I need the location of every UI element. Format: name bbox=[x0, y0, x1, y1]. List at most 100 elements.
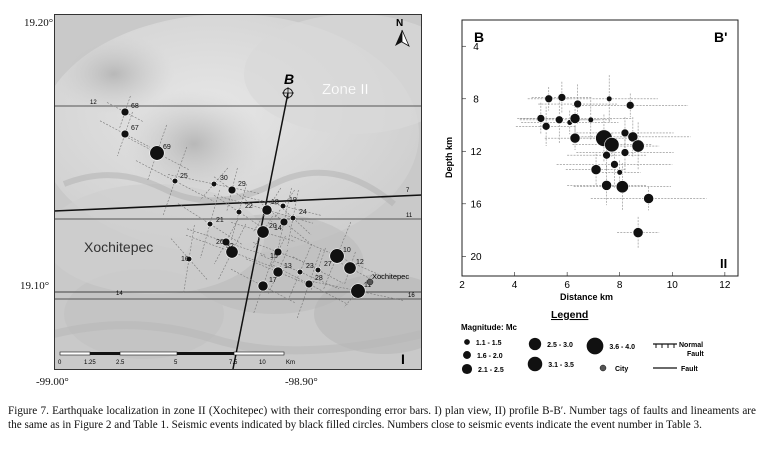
map-event-label-19: 19 bbox=[289, 197, 297, 204]
map-event-16 bbox=[185, 255, 193, 263]
legend-normal-fault-label-1: Normal bbox=[679, 342, 703, 349]
legend-symbol-4 bbox=[527, 356, 543, 372]
map-event-label-29: 29 bbox=[238, 181, 246, 188]
legend-label-3: 2.5 - 3.0 bbox=[547, 342, 573, 349]
lineament-tag-16: 16 bbox=[408, 293, 415, 299]
map-event-label-30: 30 bbox=[220, 175, 228, 182]
profile-event bbox=[554, 115, 564, 125]
lat-label-bottom: 19.10° bbox=[20, 280, 50, 292]
profile-y-tick-4: 4 bbox=[473, 42, 479, 53]
map-error-bar bbox=[276, 187, 292, 257]
map-error-bar bbox=[252, 242, 304, 262]
profile-x-tick-12: 12 bbox=[719, 280, 731, 291]
profile-y-tick-12: 12 bbox=[470, 147, 482, 158]
legend-symbol-3 bbox=[528, 337, 542, 351]
map-event-22 bbox=[235, 208, 243, 216]
map-event-21 bbox=[206, 220, 214, 228]
profile-y-tick-16: 16 bbox=[470, 199, 482, 210]
lat-label-top: 19.20° bbox=[24, 17, 54, 29]
scale-labels: 0 1.25 2.5 5 7.5 10 Km bbox=[58, 360, 295, 366]
profile-event bbox=[615, 180, 629, 194]
map-event-12 bbox=[343, 261, 357, 275]
map-event-label-68: 68 bbox=[131, 103, 139, 110]
legend-symbol-1 bbox=[463, 351, 471, 359]
profile-event bbox=[627, 131, 639, 143]
map-event-label-24: 24 bbox=[299, 209, 307, 216]
panel-numeral-ii: II bbox=[720, 256, 727, 271]
lineament-tag-11: 11 bbox=[406, 213, 413, 219]
north-label: N bbox=[396, 18, 403, 29]
map-event-label-14: 14 bbox=[274, 225, 282, 232]
profile-event bbox=[544, 94, 554, 104]
profile-event bbox=[590, 164, 602, 176]
map-event-label-11: 11 bbox=[364, 282, 371, 289]
profile-x-tick-4: 4 bbox=[512, 280, 518, 291]
profile-event bbox=[536, 114, 546, 123]
svg-text:1.25: 1.25 bbox=[84, 360, 96, 366]
legend-symbol-2 bbox=[461, 363, 473, 375]
map-event-label-23: 23 bbox=[306, 263, 314, 270]
map-event-label-27: 27 bbox=[324, 261, 332, 268]
legend-label-4: 3.1 - 3.5 bbox=[548, 362, 574, 369]
svg-text:5: 5 bbox=[174, 360, 178, 366]
map-event-label-21: 21 bbox=[216, 217, 224, 224]
map-event-24 bbox=[289, 214, 297, 222]
panel-numeral-i: I bbox=[401, 351, 405, 367]
profile-event bbox=[557, 93, 567, 102]
map-error-bar bbox=[135, 160, 215, 202]
legend-normal-fault-label-2: Fault bbox=[687, 351, 704, 358]
lon-label-left: -99.00° bbox=[36, 376, 69, 388]
profile-event bbox=[569, 113, 581, 124]
profile-event bbox=[541, 122, 551, 131]
svg-text:10: 10 bbox=[259, 360, 266, 366]
map-event-11 bbox=[350, 283, 366, 299]
profile-event bbox=[610, 160, 619, 169]
profile-event bbox=[632, 227, 644, 239]
legend-fault-label: Fault bbox=[681, 366, 698, 373]
zone-label: Zone II bbox=[322, 81, 369, 98]
profile-event bbox=[643, 193, 654, 204]
map-event-label-67: 67 bbox=[131, 125, 139, 132]
map-error-bar bbox=[245, 258, 311, 286]
legend-symbol-5 bbox=[586, 337, 604, 355]
figure-caption: Figure 7. Earthquake localization in zon… bbox=[8, 405, 756, 431]
map-event-label-32: 32 bbox=[226, 243, 234, 250]
profile-y-tick-20: 20 bbox=[470, 252, 482, 263]
map-event-18 bbox=[261, 204, 273, 216]
legend-label-0: 1.1 - 1.5 bbox=[476, 340, 502, 347]
profile-y-title: Depth km bbox=[444, 137, 454, 178]
map-error-bar bbox=[288, 243, 312, 301]
profile-event bbox=[602, 150, 611, 160]
lon-label-right: -98.90° bbox=[285, 376, 318, 388]
legend: Legend Magnitude: Mc 1.1 - 1.5 1.6 - 2.0 2… bbox=[461, 309, 704, 375]
map-event-label-16: 16 bbox=[181, 256, 189, 263]
map-event-23 bbox=[296, 268, 304, 276]
profile-event bbox=[620, 148, 630, 157]
legend-header: Magnitude: Mc bbox=[461, 323, 518, 332]
map-error-bar bbox=[119, 95, 131, 129]
map-event-label-22: 22 bbox=[245, 203, 253, 210]
scale-bar bbox=[59, 351, 285, 356]
profile-event bbox=[573, 99, 582, 109]
map-event-69 bbox=[149, 145, 165, 161]
legend-title: Legend bbox=[551, 309, 588, 321]
map-event-13 bbox=[272, 266, 284, 278]
map-event-label-18: 18 bbox=[271, 199, 279, 206]
legend-normal-fault-symbol bbox=[653, 343, 677, 348]
legend-label-2: 2.1 - 2.5 bbox=[478, 367, 504, 374]
map-event-67 bbox=[120, 129, 130, 139]
svg-text:2.5: 2.5 bbox=[116, 360, 125, 366]
profile-event bbox=[569, 132, 581, 144]
legend-city-icon bbox=[599, 364, 607, 372]
svg-text:0: 0 bbox=[58, 360, 62, 366]
map-event-30 bbox=[210, 180, 218, 188]
map-event-20 bbox=[256, 225, 270, 239]
map-event-label-17: 17 bbox=[269, 277, 277, 284]
map-event-27 bbox=[314, 266, 322, 274]
map-event-label-15: 15 bbox=[270, 253, 278, 260]
profile-event bbox=[625, 101, 635, 110]
town-small-label: Xochitepec bbox=[372, 272, 409, 281]
profile-y-tick-8: 8 bbox=[473, 94, 479, 105]
